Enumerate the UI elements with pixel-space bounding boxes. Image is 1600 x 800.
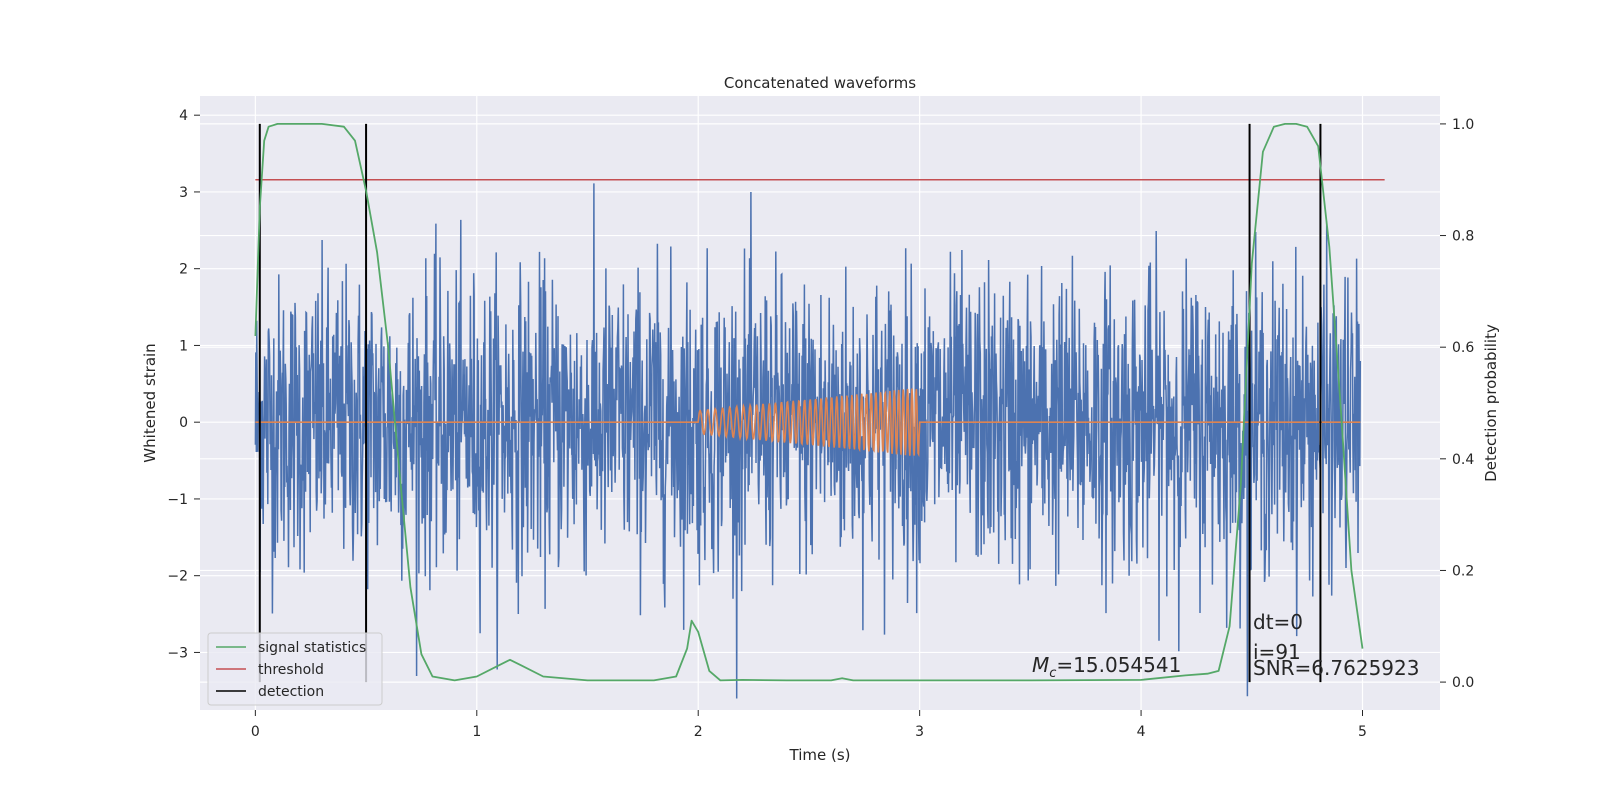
snr-annotation: SNR=6.7625923 xyxy=(1253,656,1419,680)
waveform-series xyxy=(255,388,1361,458)
annotations: Mc=15.054541 dt=0 i=91 SNR=6.7625923 xyxy=(1032,610,1419,681)
x-tick-label-4: 4 xyxy=(1137,724,1146,740)
strain-series xyxy=(254,183,1362,699)
legend-label-detection: detection xyxy=(258,684,324,700)
x-axis-ticks: 0 1 2 3 4 5 xyxy=(251,710,1367,740)
y-axis-label: Whitened strain xyxy=(141,343,159,462)
mc-annotation: Mc=15.054541 xyxy=(1032,653,1181,681)
y2-tick-label-3: 0.6 xyxy=(1452,340,1474,356)
x-tick-label-0: 0 xyxy=(251,724,260,740)
chart-title: Concatenated waveforms xyxy=(724,74,916,92)
y2-axis-label: Detection probability xyxy=(1482,324,1500,482)
y2-tick-label-2: 0.4 xyxy=(1452,452,1474,468)
y-tick-label-2: −1 xyxy=(167,492,188,508)
y-tick-label-4: 1 xyxy=(179,338,188,354)
signal-statistics-series xyxy=(254,123,1364,682)
i-annotation: i=91 xyxy=(1253,640,1301,664)
x-tick-label-5: 5 xyxy=(1358,724,1367,740)
legend-label-signal-statistics: signal statistics xyxy=(258,640,366,656)
left-axis-ticks: −3 −2 −1 0 1 2 3 4 xyxy=(167,108,200,661)
legend-label-threshold: threshold xyxy=(258,662,324,678)
waveform-line xyxy=(255,388,1361,458)
x-tick-label-3: 3 xyxy=(915,724,924,740)
y-tick-label-3: 0 xyxy=(179,415,188,431)
y-tick-label-0: −3 xyxy=(167,645,188,661)
y2-tick-label-1: 0.2 xyxy=(1452,563,1474,579)
y-tick-label-1: −2 xyxy=(167,569,188,585)
dt-annotation: dt=0 xyxy=(1253,610,1303,634)
y-tick-label-7: 4 xyxy=(179,108,188,124)
y2-tick-label-4: 0.8 xyxy=(1452,229,1474,245)
x-tick-label-2: 2 xyxy=(694,724,703,740)
y2-tick-label-0: 0.0 xyxy=(1452,675,1474,691)
x-tick-label-1: 1 xyxy=(472,724,481,740)
strain-line xyxy=(254,183,1362,699)
legend-box xyxy=(207,632,383,706)
y-tick-label-6: 3 xyxy=(179,185,188,201)
y-tick-label-5: 2 xyxy=(179,262,188,278)
y2-tick-label-5: 1.0 xyxy=(1452,117,1474,133)
legend: signal statistics threshold detection xyxy=(207,632,383,706)
signal-statistics-line xyxy=(254,123,1364,682)
x-axis-label: Time (s) xyxy=(789,746,851,764)
right-axis-ticks: 0.0 0.2 0.4 0.6 0.8 1.0 xyxy=(1440,117,1474,691)
